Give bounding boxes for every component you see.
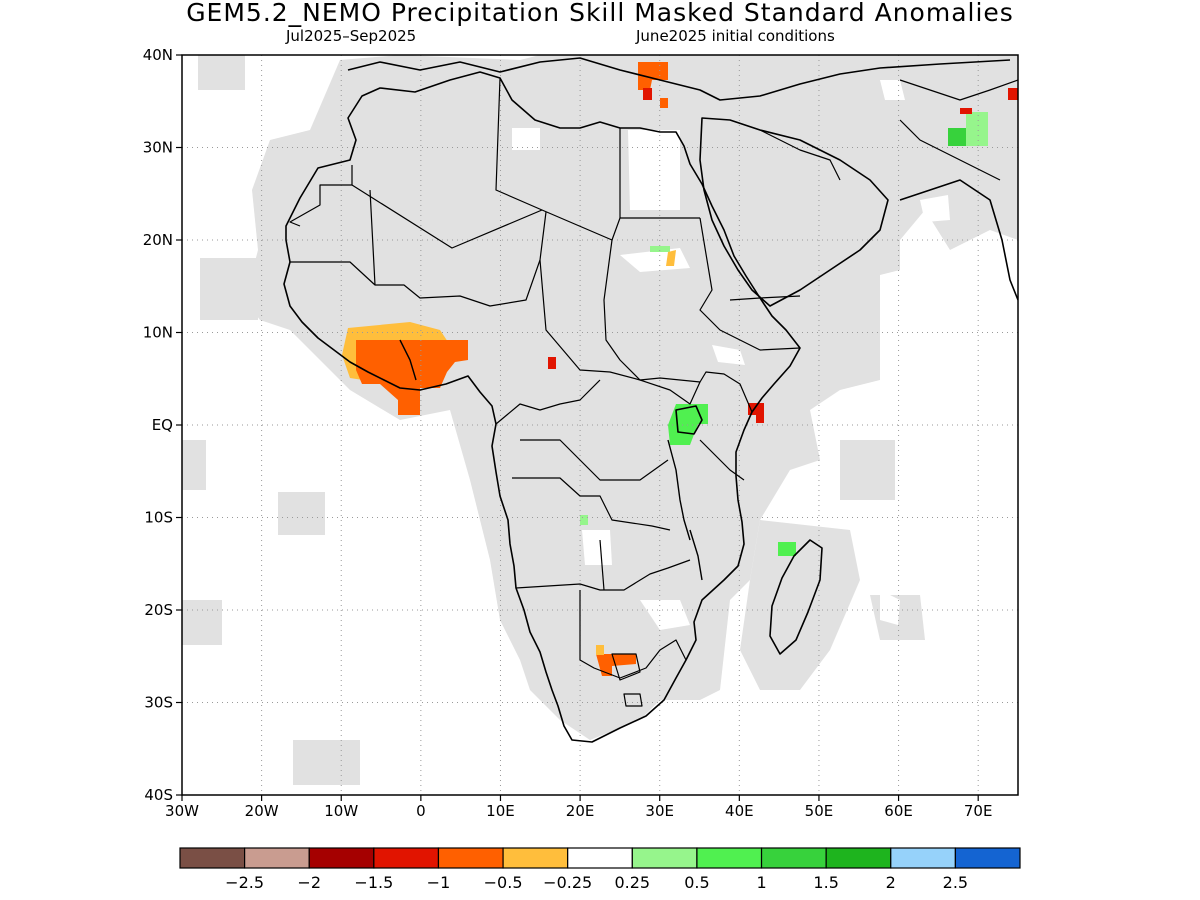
legend-swatch [179, 847, 246, 869]
anomaly-mediterranean-red [643, 88, 652, 100]
coastlines [283, 57, 1018, 743]
anomaly-mozambique-green [778, 542, 796, 556]
legend-label: 1 [756, 873, 766, 892]
lake-malawi [689, 529, 703, 581]
legend-label: 2 [886, 873, 896, 892]
legend-swatch [631, 847, 698, 869]
mask-atlantic-6 [200, 258, 258, 320]
mask-atlantic-1 [198, 55, 245, 90]
lat-tick-label: 10S [144, 509, 173, 527]
madagascar-coastline [769, 539, 823, 655]
chart-title: GEM5.2_NEMO Precipitation Skill Masked S… [186, 0, 1014, 27]
lat-tick-label: 30N [143, 139, 173, 157]
precipitation-map: 30W 20W 10W 0 10E 20E 30E 40E 50E 60E 70E 40N 30N 20N… [143, 46, 1019, 820]
south-asia-coastline [899, 179, 1018, 301]
anomaly-himalaya-red [1008, 88, 1018, 100]
lat-tick-label: 30S [144, 694, 173, 712]
legend-label: −2 [297, 873, 321, 892]
anomaly-pakistan-red [960, 108, 972, 114]
mask-africa [245, 55, 1018, 740]
lon-tick-label: 10E [486, 802, 515, 820]
legend-swatch [244, 847, 310, 869]
axis-ticks [176, 54, 979, 801]
lon-tick-label: 50E [805, 802, 834, 820]
legend-label: −1 [427, 873, 451, 892]
legend-label: −0.25 [543, 873, 592, 892]
lon-tick-label: 0 [416, 802, 426, 820]
legend-boxes [179, 847, 1021, 869]
legend-label: −2.5 [225, 873, 264, 892]
legend-swatch [760, 847, 827, 869]
arabia-coastline [699, 117, 889, 307]
legend-swatch [890, 847, 956, 869]
anomaly-southern-africa-light [596, 645, 604, 655]
lat-tick-label: 10N [143, 324, 173, 342]
legend-swatch [825, 847, 892, 869]
lat-tick-label: 40N [143, 46, 173, 64]
legend-swatch [954, 847, 1021, 869]
mask-atlantic-2 [182, 440, 206, 490]
lat-tick-label: 40S [144, 786, 173, 804]
anomaly-mediterranean-orange-2 [660, 98, 668, 108]
legend-label: 2.5 [943, 873, 968, 892]
legend-labels: −2.5 −2 −1.5 −1 −0.5 −0.25 0.25 0.5 1 1.5 2 2.5 [225, 873, 968, 892]
lon-tick-label: 70E [964, 802, 993, 820]
anomaly-sudan-orange [666, 250, 676, 266]
lat-tick-label: 20S [144, 601, 173, 619]
graticule [182, 55, 1018, 795]
africa-coastline [283, 71, 801, 743]
color-legend: −2.5 −2 −1.5 −1 −0.5 −0.25 0.25 0.5 1 1.5 2 2.5 [179, 847, 1021, 892]
lat-tick-label: EQ [152, 416, 173, 434]
skill-mask-layer [182, 55, 1018, 785]
legend-swatch [696, 847, 763, 869]
lon-tick-label: 40E [725, 802, 754, 820]
anomaly-layer [342, 62, 1018, 676]
anomaly-pakistan-light-green [966, 112, 988, 146]
mask-madagascar [740, 520, 860, 690]
mask-atlantic-5 [293, 740, 360, 785]
lake-victoria [675, 405, 703, 435]
legend-label: 1.5 [813, 873, 838, 892]
legend-label: 0.25 [614, 873, 650, 892]
mask-mascarene [840, 440, 895, 500]
lake-tanganyika [667, 439, 691, 541]
europe-coastline [347, 57, 1011, 101]
anomaly-central-africa-red [548, 357, 556, 369]
anomaly-sudan-green [650, 246, 670, 252]
lon-tick-label: 60E [884, 802, 913, 820]
forecast-period: Jul2025–Sep2025 [286, 27, 417, 45]
legend-swatch [308, 847, 375, 869]
anomaly-west-africa-orange [356, 340, 468, 415]
lon-tick-label: 30W [165, 802, 199, 820]
lat-tick-label: 20N [143, 231, 173, 249]
initial-conditions: June2025 initial conditions [636, 27, 835, 45]
mask-atlantic-3 [278, 492, 325, 535]
lon-tick-label: 10W [324, 802, 358, 820]
mask-atlantic-4 [182, 600, 222, 645]
lon-tick-label: 20E [566, 802, 595, 820]
legend-label: −0.5 [484, 873, 523, 892]
legend-swatch [373, 847, 440, 869]
axis-labels: 30W 20W 10W 0 10E 20E 30E 40E 50E 60E 70E 40N 30N 20N… [143, 46, 993, 820]
legend-swatch [502, 847, 569, 869]
anomaly-pakistan-green [948, 128, 966, 146]
anomaly-east-africa-red [748, 403, 764, 423]
legend-swatch [567, 847, 633, 869]
anomaly-zambia-green [580, 515, 588, 525]
lon-tick-label: 20W [245, 802, 279, 820]
country-borders [289, 77, 1018, 707]
lake-volta [399, 339, 417, 381]
legend-label: 0.5 [684, 873, 709, 892]
legend-label: −1.5 [354, 873, 393, 892]
anomaly-mediterranean-orange [638, 62, 668, 90]
lon-tick-label: 30E [645, 802, 674, 820]
legend-swatch [437, 847, 504, 869]
